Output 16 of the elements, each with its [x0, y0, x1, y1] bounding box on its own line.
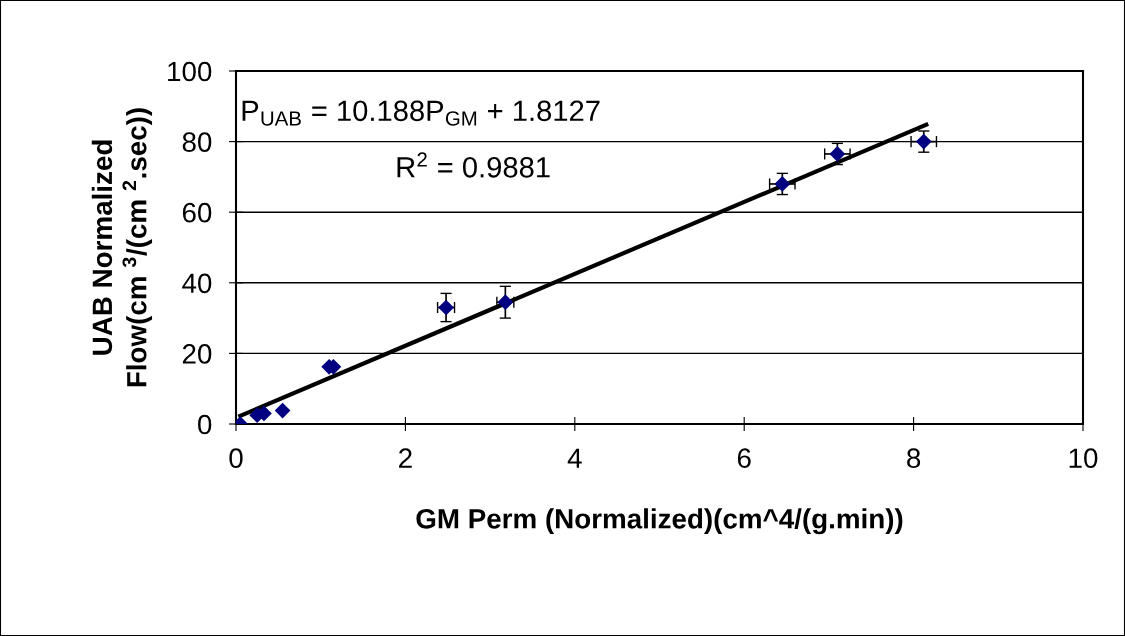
y-tick-label: 40 [182, 273, 212, 294]
x-tick-label: 6 [737, 448, 751, 469]
x-tick-label: 0 [229, 448, 243, 469]
x-axis-title: GM Perm (Normalized)(cm^4/(g.min)) [416, 508, 903, 535]
y-tick-label: 0 [198, 414, 212, 435]
x-tick-label: 10 [1069, 448, 1098, 469]
x-tick-label: 8 [907, 448, 921, 469]
y-tick-label: 60 [182, 202, 212, 223]
y-tick-label: 80 [182, 132, 212, 152]
y-axis-title: UAB Normalized Flow(cm $^{3}$/(cm $^{2}$.sec)) [91, 108, 153, 387]
x-tick-label: 2 [399, 448, 412, 468]
y-tick-label: 100 [168, 61, 212, 82]
x-tick-label: 4 [567, 448, 582, 468]
annotation: R$^{2}$ = 0.9881 [397, 152, 550, 178]
y-tick-label: 20 [182, 344, 212, 364]
annotation: P$_{UAB}$ = 10.188P$_{GM}$ + 1.8127 [242, 100, 600, 126]
